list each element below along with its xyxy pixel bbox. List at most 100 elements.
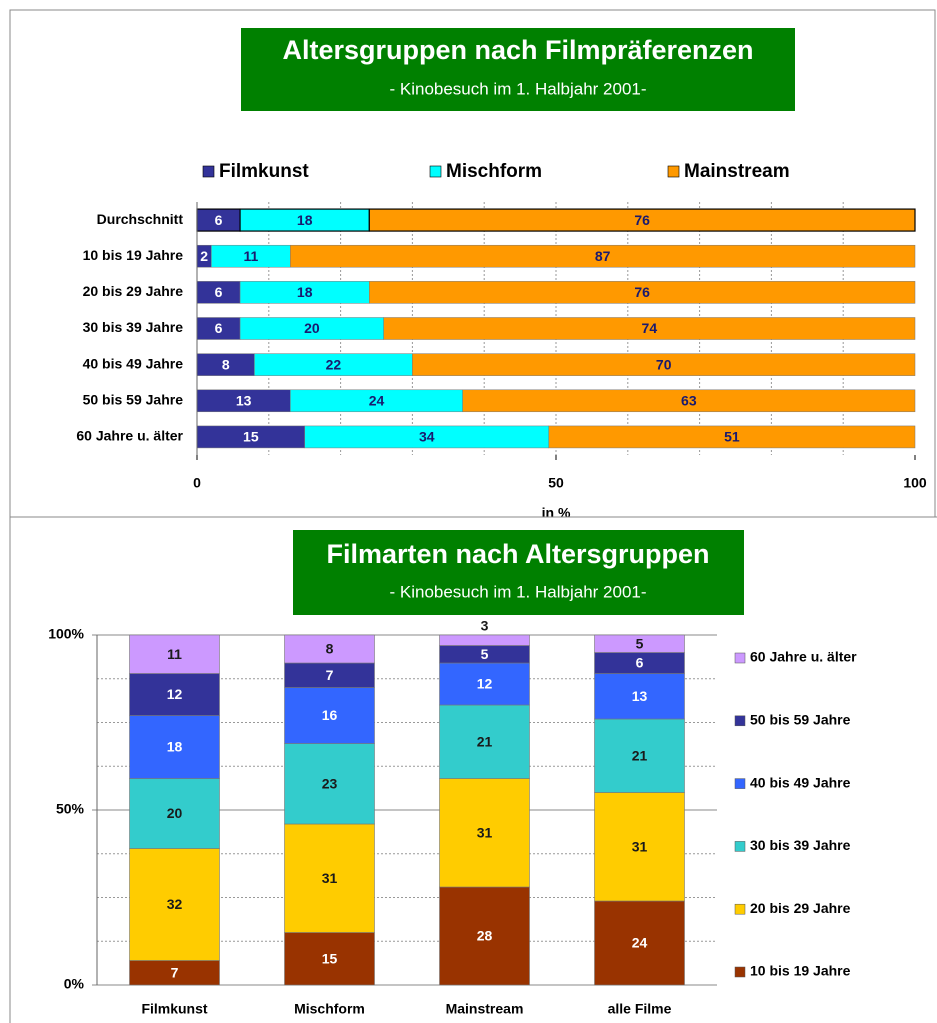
y-tick-label: 50% <box>56 801 85 817</box>
legend-swatch <box>734 715 746 727</box>
bar-segment <box>284 823 375 933</box>
data-label: 24 <box>632 935 648 951</box>
y-tick-label: 20 bis 29 Jahre <box>83 283 184 299</box>
y-tick-label: 50 bis 59 Jahre <box>83 391 184 407</box>
data-label: 6 <box>215 212 223 228</box>
bar-segment <box>284 932 375 986</box>
data-label: 34 <box>419 429 435 445</box>
legend-label: Mischform <box>446 161 542 182</box>
legend-swatch <box>429 165 442 178</box>
bar-segment <box>129 715 220 779</box>
bar-segment <box>594 673 685 720</box>
data-label: 13 <box>632 688 648 704</box>
data-label: 31 <box>322 870 338 886</box>
y-tick-label: 100% <box>48 626 84 642</box>
bar-segment <box>439 704 530 779</box>
bar-segment <box>439 778 530 888</box>
chart-title: Filmarten nach Altersgruppen <box>326 539 709 569</box>
data-label: 6 <box>636 655 644 671</box>
legend-label: 60 Jahre u. älter <box>750 649 857 665</box>
data-label: 11 <box>243 248 258 264</box>
data-label: 21 <box>632 747 648 763</box>
legend-label: 20 bis 29 Jahre <box>750 900 851 916</box>
data-label: 13 <box>236 392 252 408</box>
data-label: 7 <box>326 667 334 683</box>
legend-label: 40 bis 49 Jahre <box>750 774 851 790</box>
chart-1: Altersgruppen nach Filmpräferenzen - Kin… <box>9 9 936 521</box>
chart-frame <box>9 516 937 1023</box>
legend-swatch <box>667 165 680 178</box>
data-label: 8 <box>326 641 334 657</box>
data-label: 28 <box>477 928 493 944</box>
data-label: 70 <box>656 356 672 372</box>
data-label: 74 <box>642 320 658 336</box>
data-label: 51 <box>724 429 740 445</box>
data-label: 20 <box>304 320 320 336</box>
bar-segment <box>548 425 916 449</box>
legend-label: Filmkunst <box>219 161 309 182</box>
bar-segment <box>439 886 530 986</box>
data-label: 6 <box>215 284 223 300</box>
data-label: 6 <box>215 320 223 336</box>
y-tick-label: Durchschnitt <box>97 211 184 227</box>
data-label: 11 <box>167 646 182 662</box>
data-label: 15 <box>243 429 259 445</box>
legend-label: 50 bis 59 Jahre <box>750 712 851 728</box>
legend-swatch <box>734 841 746 852</box>
bar-segment <box>439 662 530 706</box>
y-tick-label: 0% <box>64 976 85 992</box>
bar-segment <box>594 900 685 986</box>
bar-segment <box>439 634 530 646</box>
data-label: 87 <box>595 248 611 264</box>
title-box <box>241 28 795 111</box>
x-tick-label: Mischform <box>294 1001 365 1017</box>
x-tick-label: alle Filme <box>608 1001 672 1017</box>
legend-swatch <box>734 652 746 664</box>
data-label: 5 <box>481 646 489 662</box>
data-label: 76 <box>634 284 650 300</box>
data-label: 18 <box>167 739 183 755</box>
data-label: 18 <box>297 284 313 300</box>
chart-title: Altersgruppen nach Filmpräferenzen <box>282 35 753 65</box>
data-label: 22 <box>326 356 342 372</box>
data-label: 12 <box>167 686 183 702</box>
legend-label: 30 bis 39 Jahre <box>750 837 851 853</box>
data-label: 20 <box>167 805 183 821</box>
bar-segment <box>462 389 916 413</box>
x-tick-label: 0 <box>193 475 201 491</box>
legend-swatch <box>734 903 746 915</box>
data-label: 8 <box>222 356 230 372</box>
data-label: 23 <box>322 775 338 791</box>
bar-segment <box>129 848 220 961</box>
bar-segment <box>284 634 375 664</box>
y-tick-label: 60 Jahre u. älter <box>76 428 183 444</box>
x-tick-label: 100 <box>903 475 927 491</box>
data-label: 63 <box>681 392 697 408</box>
data-label: 7 <box>171 964 179 980</box>
bar-segment <box>368 208 916 232</box>
chart-subtitle: - Kinobesuch im 1. Halbjahr 2001- <box>389 79 646 98</box>
bar-segment <box>129 634 220 674</box>
data-label: 12 <box>477 676 493 692</box>
x-tick-label: 50 <box>548 475 564 491</box>
chart-2: Filmarten nach Altersgruppen - Kinobesuc… <box>0 516 937 1023</box>
data-label: 5 <box>636 635 644 651</box>
data-label: 32 <box>167 896 183 912</box>
bar-segment <box>290 244 916 268</box>
y-tick-label: 40 bis 49 Jahre <box>83 355 184 371</box>
data-label: 31 <box>632 838 648 854</box>
data-label: 31 <box>477 824 493 840</box>
bar-segment <box>129 673 220 716</box>
bar-segment <box>383 317 916 340</box>
legend-label: Mainstream <box>684 161 790 182</box>
legend-swatch <box>202 165 215 178</box>
y-tick-label: 30 bis 39 Jahre <box>83 319 184 335</box>
data-label: 76 <box>634 212 650 228</box>
data-label: 2 <box>200 248 208 264</box>
legend-label: 10 bis 19 Jahre <box>750 963 851 979</box>
legend-swatch <box>734 966 746 978</box>
x-tick-label: Mainstream <box>446 1001 524 1017</box>
y-tick-label: 10 bis 19 Jahre <box>83 247 184 263</box>
data-label: 18 <box>297 212 313 228</box>
